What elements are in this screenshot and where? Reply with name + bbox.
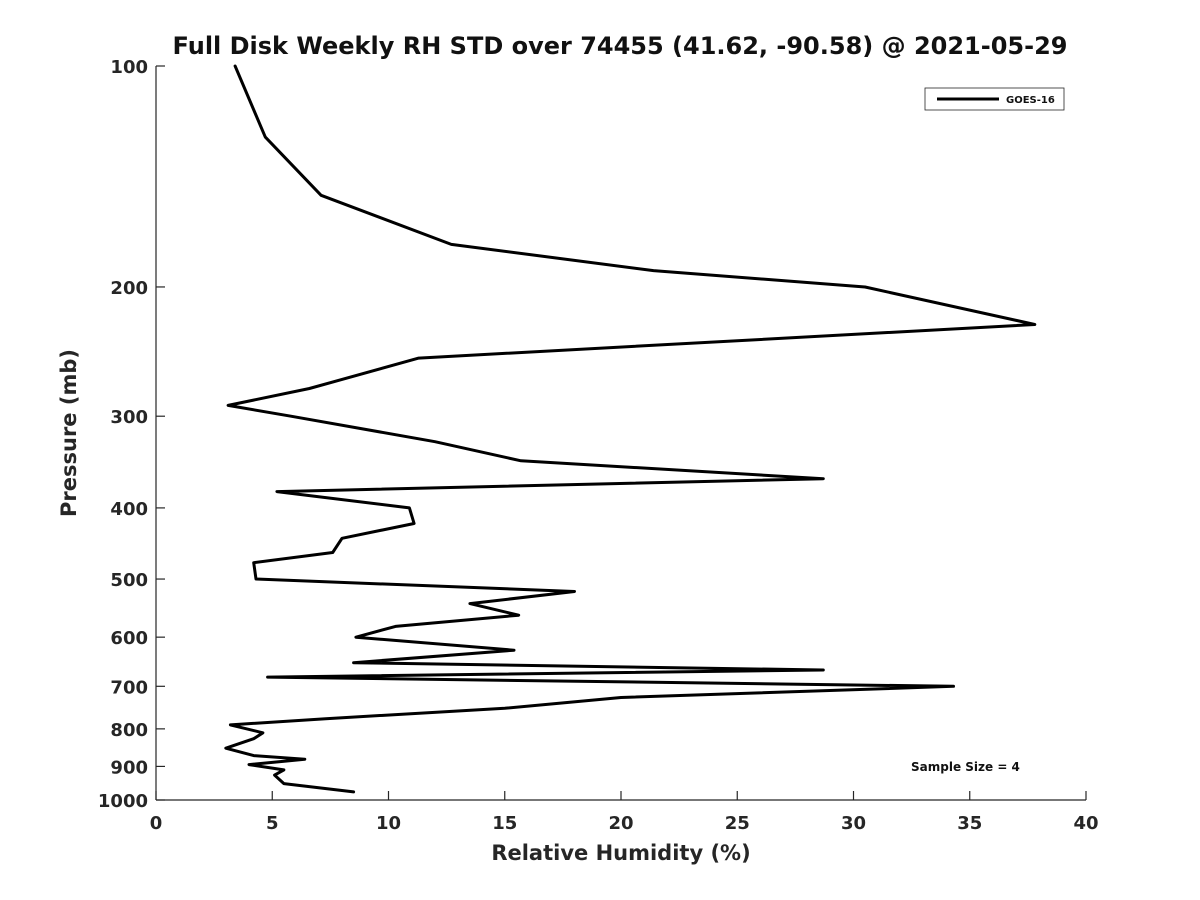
x-ticks: 0 5 10 15 20 25 30 35 40 xyxy=(150,791,1099,834)
plot-area: 0 5 10 15 20 25 30 35 40 100 200 300 400 500 600 700 80… xyxy=(98,57,1099,834)
y-tick-label: 100 xyxy=(110,57,148,78)
y-tick-label: 200 xyxy=(110,278,148,299)
chart-title: Full Disk Weekly RH STD over 74455 (41.6… xyxy=(173,32,1068,60)
x-tick-label: 5 xyxy=(266,813,279,834)
sample-size-annotation: Sample Size = 4 xyxy=(911,760,1020,774)
x-tick-label: 10 xyxy=(376,813,401,834)
y-axis-label: Pressure (mb) xyxy=(57,349,81,517)
y-tick-label: 400 xyxy=(110,499,148,520)
y-tick-label: 600 xyxy=(110,628,148,649)
series-line-goes-16 xyxy=(224,64,1037,794)
x-tick-label: 0 xyxy=(150,813,163,834)
x-axis-label: Relative Humidity (%) xyxy=(491,841,750,865)
x-tick-label: 15 xyxy=(492,813,517,834)
y-tick-label: 700 xyxy=(110,677,148,698)
legend: GOES-16 xyxy=(924,87,1065,111)
y-ticks: 100 200 300 400 500 600 700 800 900 1000 xyxy=(98,57,165,812)
y-tick-label: 900 xyxy=(110,757,148,778)
x-tick-label: 25 xyxy=(725,813,750,834)
y-tick-label: 500 xyxy=(110,570,148,591)
x-tick-label: 20 xyxy=(608,813,633,834)
x-tick-label: 30 xyxy=(841,813,866,834)
y-tick-label: 300 xyxy=(110,407,148,428)
x-tick-label: 40 xyxy=(1073,813,1098,834)
series-layer xyxy=(224,64,1037,794)
y-tick-label: 800 xyxy=(110,720,148,741)
y-tick-label: 1000 xyxy=(98,791,148,812)
legend-label: GOES-16 xyxy=(1006,95,1055,106)
x-tick-label: 35 xyxy=(957,813,982,834)
